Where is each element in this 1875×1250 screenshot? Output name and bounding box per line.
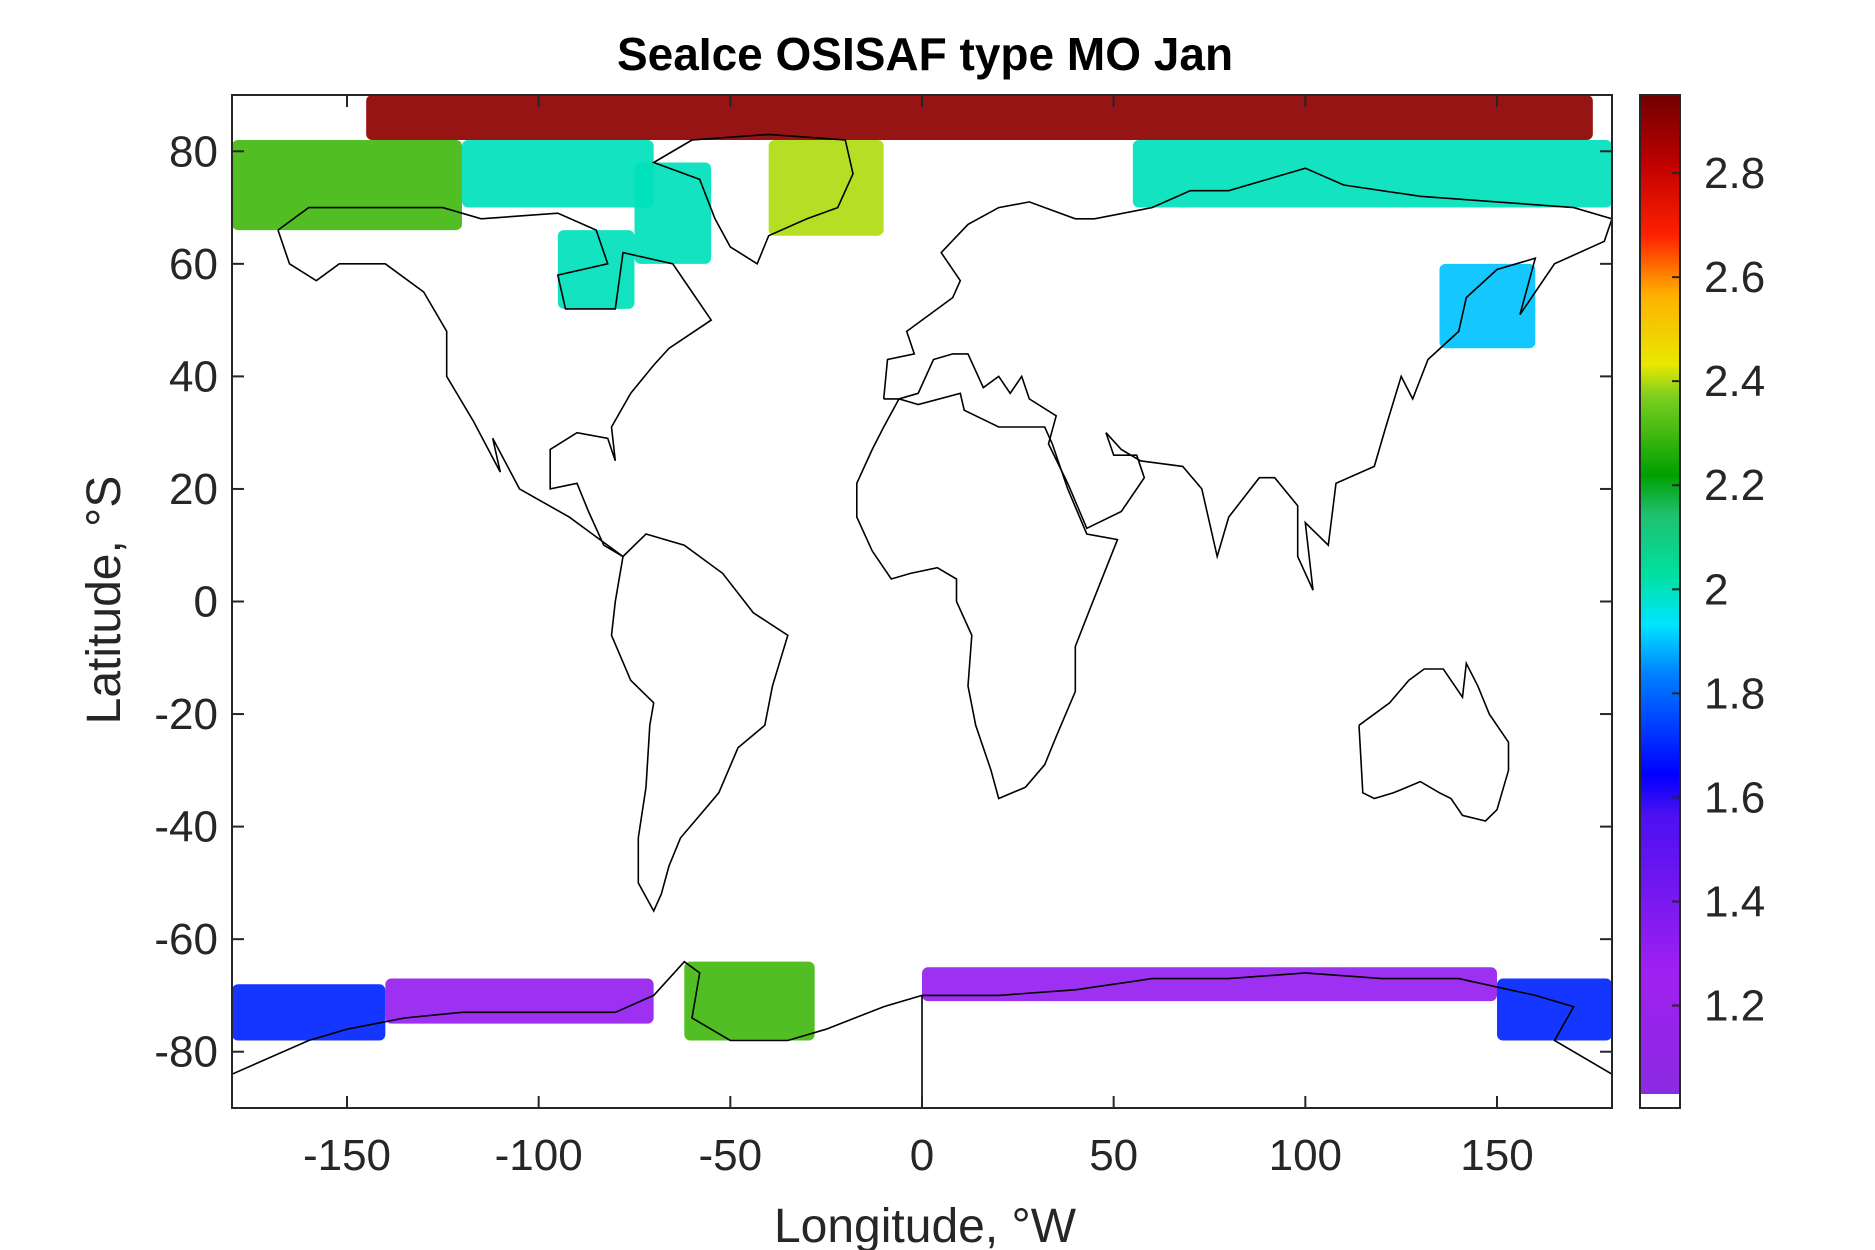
x-tick-label: -50: [699, 1131, 763, 1180]
y-tick-label: 40: [169, 352, 218, 401]
x-tick-label: -100: [495, 1131, 583, 1180]
x-tick-label: -150: [303, 1131, 391, 1180]
colorbar-tick-label: 2.4: [1704, 357, 1765, 406]
y-tick-label: -60: [154, 915, 218, 964]
colorbar-nodata-swatch: [1640, 1094, 1680, 1108]
ice-region-sea-of-okhotsk: [1439, 263, 1536, 349]
coastline-antarctica: [232, 960, 1612, 1075]
colorbar-frame: [1639, 94, 1681, 1109]
chart-title: SeaIce OSISAF type MO Jan: [617, 28, 1233, 80]
colorbar-tick-label: 1.8: [1704, 669, 1765, 718]
x-tick-label: 0: [910, 1131, 934, 1180]
coastlines: [232, 133, 1612, 1108]
x-axis-ticks: -150 -100 -50 0 50 100 150: [303, 95, 1534, 1180]
x-tick-label: 100: [1269, 1131, 1342, 1180]
y-tick-label: 0: [194, 578, 218, 627]
ice-region-kara-laptev-east-siberian: [1132, 140, 1612, 208]
coastline-africa: [856, 392, 1119, 800]
plot-area: -150 -100 -50 0 50 100 150 -80 -60 -40 -20 0 20 40 60…: [154, 94, 1613, 1180]
ice-region-baffin-bay: [634, 162, 712, 264]
y-tick-label: -20: [154, 690, 218, 739]
ice-region-canadian-archipelago: [462, 140, 654, 208]
colorbar-tick-label: 2: [1704, 565, 1728, 614]
ice-region-ross-sea: [232, 984, 386, 1041]
colorbar-gradient: [1640, 95, 1680, 1094]
colorbar: 1.2 1.4 1.6 1.8 2 2.2 2.4 2.6 2.8: [1639, 94, 1765, 1109]
ice-region-east-antarctic-coast: [922, 967, 1497, 1002]
colorbar-ticks: 1.2 1.4 1.6 1.8 2 2.2 2.4 2.6 2.8: [1672, 149, 1765, 1031]
coastline-south-america: [610, 533, 789, 913]
y-tick-label: 60: [169, 240, 218, 289]
x-axis-label: Longitude, °W: [774, 1200, 1077, 1250]
colorbar-tick-label: 2.2: [1704, 461, 1765, 510]
colorbar-tick-label: 2.6: [1704, 253, 1765, 302]
coastline-eurasia: [882, 167, 1612, 591]
ice-region-amundsen-bellingshausen: [385, 978, 654, 1024]
y-tick-label: 20: [169, 465, 218, 514]
colorbar-tick-label: 2.8: [1704, 149, 1765, 198]
coastline-australia: [1358, 660, 1510, 822]
y-axis-ticks: -80 -60 -40 -20 0 20 40 60 80: [154, 127, 1612, 1077]
colorbar-tick-label: 1.4: [1704, 877, 1765, 926]
ice-region-beaufort-chukchi: [232, 140, 462, 231]
y-tick-label: -80: [154, 1028, 218, 1077]
colorbar-tick-label: 1.2: [1704, 982, 1765, 1031]
x-tick-label: 150: [1460, 1131, 1533, 1180]
ice-region-east-greenland: [768, 140, 884, 236]
plot-background: [232, 95, 1612, 1108]
coastline-greenland: [651, 133, 854, 265]
colorbar-tick-label: 1.6: [1704, 773, 1765, 822]
x-tick-label: 50: [1089, 1131, 1138, 1180]
y-tick-label: -40: [154, 803, 218, 852]
ice-region-hudson-bay: [557, 230, 635, 309]
ice-region-ross-sea-east-: [1497, 978, 1612, 1041]
coastline-north-america: [277, 206, 713, 558]
y-axis-label: Latitude, °S: [78, 476, 131, 725]
ice-region-weddell-sea: [684, 961, 815, 1041]
ice-region-arctic-pack-central-: [366, 95, 1593, 141]
y-tick-label: 80: [169, 127, 218, 176]
